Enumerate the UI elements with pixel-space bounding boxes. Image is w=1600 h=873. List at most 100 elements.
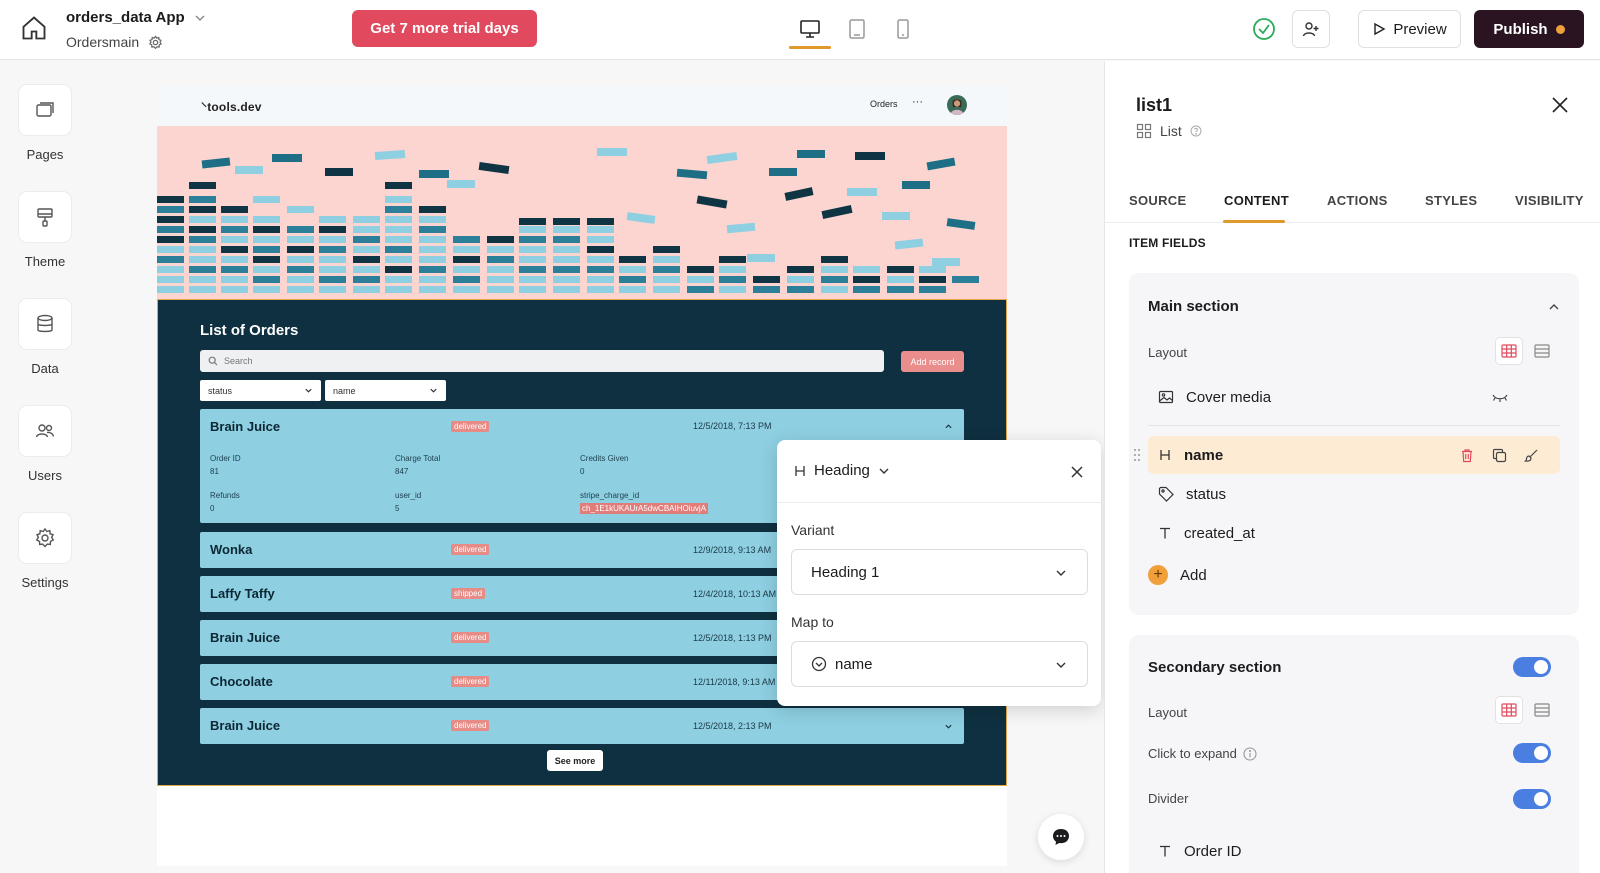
tab-styles[interactable]: STYLES: [1425, 193, 1478, 208]
image-icon: [1158, 390, 1174, 404]
add-record-button[interactable]: Add record: [901, 351, 964, 372]
publish-label: Publish: [1493, 20, 1548, 38]
list-layout-button[interactable]: [1529, 697, 1555, 723]
divider-label: Divider: [1148, 791, 1189, 806]
app-name[interactable]: orders_data App: [66, 9, 185, 26]
list-title: List of Orders: [200, 322, 299, 339]
field-label: Refunds: [210, 491, 240, 500]
preview-logo[interactable]: ⸌tools.dev: [201, 100, 262, 114]
chat-button[interactable]: [1038, 814, 1084, 860]
field-label: Charge Total: [395, 454, 441, 463]
row-name: Chocolate: [210, 674, 273, 689]
chevron-up-icon[interactable]: [944, 422, 953, 431]
tab-visibility[interactable]: VISIBILITY: [1515, 193, 1584, 208]
drag-handle-icon[interactable]: [1133, 448, 1141, 462]
sidebar-item-data[interactable]: Data: [19, 299, 71, 376]
sidebar-item-theme[interactable]: Theme: [19, 192, 71, 269]
grid-layout-button[interactable]: [1496, 338, 1522, 364]
status-badge: delivered: [451, 632, 490, 643]
avatar[interactable]: [947, 95, 967, 115]
name-filter[interactable]: name: [325, 380, 446, 401]
publish-button[interactable]: Publish: [1474, 10, 1584, 48]
item-fields-heading: ITEM FIELDS: [1129, 236, 1206, 250]
trash-icon[interactable]: [1460, 448, 1474, 463]
home-icon[interactable]: [20, 14, 48, 42]
status-field[interactable]: status: [1148, 475, 1560, 513]
status-field-label: status: [1186, 485, 1227, 503]
desktop-icon[interactable]: [797, 16, 823, 42]
close-icon[interactable]: [1551, 96, 1569, 114]
help-icon[interactable]: [1190, 125, 1202, 137]
row-name: Brain Juice: [210, 718, 281, 733]
preview-nav-orders[interactable]: Orders: [870, 99, 898, 109]
edit-brush-icon[interactable]: [1524, 448, 1539, 463]
status-filter[interactable]: status: [200, 380, 321, 401]
sidebar-item-label: Settings: [21, 575, 69, 590]
status-badge: shipped: [451, 588, 486, 599]
row-date: 12/9/2018, 9:13 AM: [693, 545, 772, 555]
row-name: Wonka: [210, 542, 253, 557]
tablet-icon[interactable]: [844, 16, 870, 42]
tab-actions[interactable]: ACTIONS: [1327, 193, 1388, 208]
tab-source[interactable]: SOURCE: [1129, 193, 1187, 208]
chevron-up-icon[interactable]: [1547, 300, 1561, 314]
component-title: list1: [1136, 95, 1173, 115]
top-bar: orders_data App Ordersmain Get 7 more tr…: [0, 0, 1600, 60]
row-name: Laffy Taffy: [210, 586, 275, 601]
field-type-dropdown[interactable]: Heading: [793, 462, 891, 479]
map-to-select[interactable]: name: [791, 641, 1088, 687]
chevron-down-icon[interactable]: [944, 722, 953, 731]
secondary-section-toggle[interactable]: [1513, 657, 1551, 677]
click-to-expand-toggle[interactable]: [1513, 743, 1551, 763]
list-layout-icon: [1534, 344, 1550, 358]
tab-content[interactable]: CONTENT: [1224, 193, 1289, 208]
search-placeholder: Search: [224, 356, 253, 366]
sidebar-item-users[interactable]: Users: [19, 406, 71, 483]
invite-user-button[interactable]: [1292, 10, 1330, 48]
mobile-icon[interactable]: [890, 16, 916, 42]
chevron-down-icon[interactable]: [193, 11, 207, 25]
sidebar-item-pages[interactable]: Pages: [19, 85, 71, 162]
map-to-value: name: [835, 655, 873, 673]
sidebar-item-label: Data: [31, 361, 59, 376]
close-icon[interactable]: [1070, 465, 1084, 479]
name-field[interactable]: name: [1148, 436, 1560, 474]
unpublished-changes-dot: [1555, 24, 1565, 34]
map-to-label: Map to: [791, 614, 834, 630]
click-to-expand-row: Click to expand: [1148, 746, 1257, 761]
properties-panel: list1 List SOURCE CONTENT ACTIONS STYLES…: [1104, 61, 1600, 873]
duplicate-icon[interactable]: [1492, 448, 1507, 463]
heading-field-popover: Heading Variant Heading 1 Map to name: [777, 440, 1101, 706]
hero-banner: [157, 126, 1007, 299]
trial-button[interactable]: Get 7 more trial days: [352, 10, 537, 47]
eye-off-icon[interactable]: [1491, 392, 1509, 404]
divider-toggle[interactable]: [1513, 789, 1551, 809]
field-value: 81: [210, 467, 219, 476]
info-icon[interactable]: [1243, 746, 1257, 761]
created-at-field[interactable]: created_at: [1148, 514, 1560, 552]
gear-icon[interactable]: [148, 35, 163, 50]
field-value: ch_1E1kUKAUrA5dwCBAIHOiuvjA: [580, 503, 709, 514]
order-id-field-label: Order ID: [1184, 842, 1242, 860]
preview-button[interactable]: Preview: [1358, 10, 1461, 48]
see-more-button[interactable]: See more: [547, 750, 603, 771]
grid-layout-button[interactable]: [1496, 697, 1522, 723]
sidebar-item-settings[interactable]: Settings: [19, 513, 71, 590]
chevron-down-icon: [1056, 570, 1066, 576]
row-date: 12/5/2018, 1:13 PM: [693, 633, 772, 643]
add-field-button[interactable]: + Add: [1148, 556, 1560, 594]
order-id-field[interactable]: Order ID: [1148, 832, 1560, 870]
variant-select[interactable]: Heading 1: [791, 549, 1088, 595]
search-input[interactable]: Search: [200, 350, 884, 372]
list-item[interactable]: Brain Juice delivered 12/5/2018, 2:13 PM: [200, 708, 964, 744]
cover-media-label: Cover media: [1186, 388, 1272, 406]
chevron-down-icon: [430, 388, 437, 393]
tag-icon: [1158, 486, 1174, 502]
page-name[interactable]: Ordersmain: [66, 34, 140, 50]
users-icon: [35, 424, 55, 438]
preview-label: Preview: [1393, 20, 1447, 38]
field-value: 5: [395, 504, 400, 513]
preview-nav-more[interactable]: ···: [912, 96, 923, 108]
cover-media-field[interactable]: Cover media: [1148, 378, 1560, 416]
list-layout-button[interactable]: [1529, 338, 1555, 364]
